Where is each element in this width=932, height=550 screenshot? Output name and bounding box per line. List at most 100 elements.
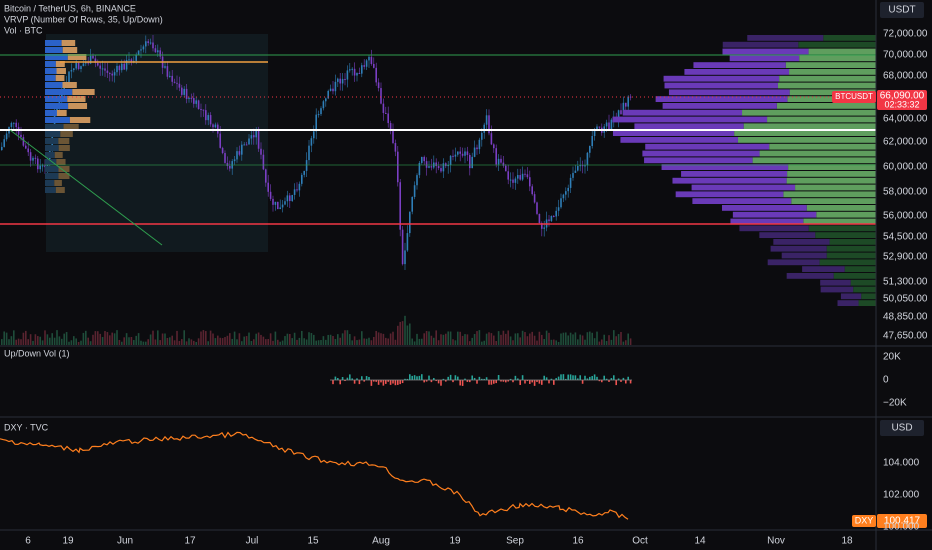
candle <box>116 65 118 73</box>
candle <box>248 138 250 145</box>
candle <box>560 198 562 208</box>
candle <box>387 113 389 124</box>
countdown: 02:33:32 <box>884 99 919 109</box>
updown-bar <box>404 378 406 380</box>
candle <box>449 155 452 165</box>
candle <box>181 87 183 95</box>
candle <box>380 88 382 104</box>
vrvp-up <box>45 40 62 46</box>
candle <box>392 129 394 144</box>
updown-bar <box>363 380 365 382</box>
time-tick-label: 18 <box>841 536 853 547</box>
candle <box>104 68 106 71</box>
volume-bar <box>497 331 500 345</box>
candle <box>169 75 171 77</box>
candle <box>322 101 325 109</box>
candle <box>605 122 608 127</box>
vrvp-up <box>45 61 56 67</box>
dxy-line <box>0 431 629 520</box>
updown-bar <box>531 380 533 383</box>
dxy-currency-button[interactable] <box>880 420 924 436</box>
profile-down <box>612 116 768 123</box>
vrvp-up <box>45 89 73 95</box>
updown-bar <box>337 378 339 380</box>
candle <box>183 88 185 95</box>
volume-bar <box>85 330 87 345</box>
volume-bar <box>526 336 529 345</box>
profile-down <box>747 35 824 41</box>
volume-bar <box>123 337 125 345</box>
volume-bar <box>507 330 509 345</box>
time-tick-label: 19 <box>449 536 461 547</box>
candle <box>538 213 541 224</box>
volume-bar <box>545 330 548 345</box>
candle <box>505 165 507 172</box>
volume-bar <box>8 339 10 345</box>
volume-bar <box>219 337 221 345</box>
volume-bar <box>490 333 493 345</box>
volume-bar <box>29 334 32 345</box>
vrvp-down <box>67 96 86 102</box>
candle <box>567 187 569 192</box>
volume-bar <box>337 334 339 345</box>
candle <box>341 78 344 84</box>
candle <box>337 78 339 82</box>
volume-bar <box>68 341 70 345</box>
candle <box>236 151 238 160</box>
candle <box>466 151 469 155</box>
candle <box>514 178 517 183</box>
volume-bar <box>39 336 41 345</box>
candle <box>22 137 25 146</box>
volume-bar <box>538 331 541 345</box>
vrvp-up <box>45 173 59 179</box>
updown-bar <box>394 380 397 386</box>
currency[interactable]: USDT <box>888 5 915 16</box>
candle <box>77 62 80 70</box>
updown-bar <box>442 378 445 380</box>
volume-bar <box>320 340 322 345</box>
candle <box>207 115 209 121</box>
currency-button[interactable] <box>880 2 924 18</box>
candle <box>164 66 166 68</box>
candle <box>464 151 466 156</box>
candle <box>353 68 356 76</box>
updown-bar <box>380 380 382 383</box>
profile-up <box>767 116 876 123</box>
candle <box>310 138 313 146</box>
profile-down <box>767 259 820 266</box>
volume-bar <box>351 340 353 345</box>
volume-bar <box>514 333 517 345</box>
profile-up <box>787 96 876 102</box>
dxy-currency[interactable]: USD <box>891 423 912 434</box>
candle <box>200 108 202 110</box>
vrvp-up <box>45 159 57 165</box>
volume-bar <box>193 340 195 345</box>
volume-bar <box>315 340 317 345</box>
candle <box>226 162 229 166</box>
volume-bar <box>473 333 476 345</box>
volume-bar <box>459 331 461 345</box>
volume-bar <box>70 340 73 345</box>
price-tick-label: 56,000.00 <box>883 211 928 222</box>
profile-down <box>668 89 790 96</box>
candle <box>610 119 613 130</box>
candle <box>147 41 149 43</box>
updown-bar <box>608 380 610 382</box>
updown-bar <box>370 380 373 386</box>
volume-bar <box>476 331 478 345</box>
volume-bar <box>154 339 157 345</box>
volume-bar <box>401 321 404 345</box>
volume-bar <box>181 339 183 345</box>
candle <box>435 162 437 167</box>
profile-down <box>732 211 817 218</box>
volume-bar <box>613 330 615 345</box>
updown-bar <box>509 378 512 380</box>
candle <box>157 50 159 53</box>
updown-tick-label: 20K <box>883 352 901 363</box>
vrvp-up <box>45 138 59 144</box>
updown-bar <box>596 376 598 380</box>
profile-down <box>691 184 796 191</box>
vrvp-down <box>62 82 77 88</box>
candle <box>313 131 315 139</box>
volume-bar <box>140 340 142 345</box>
